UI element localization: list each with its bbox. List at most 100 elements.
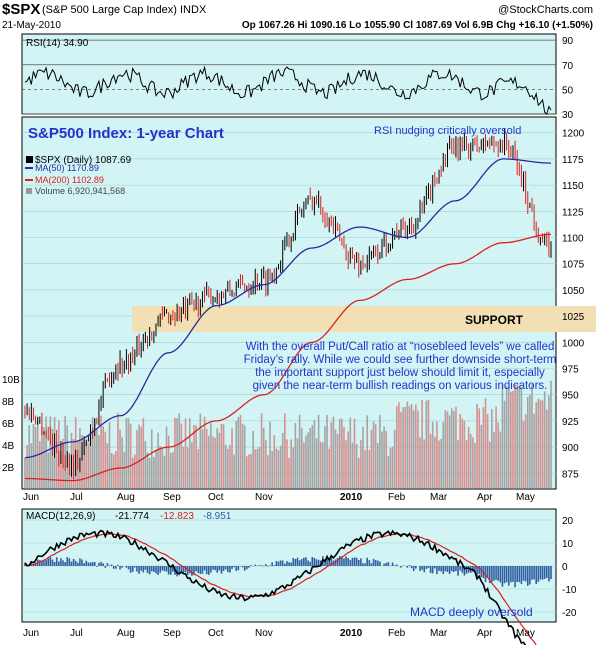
legend-volume: Volume 6,920,941,568 [35,186,125,196]
volume-bar [374,424,377,488]
macd-hist-bar [24,563,26,566]
macd-hist-bar [300,559,303,566]
watermark: @StockCharts.com [498,4,593,16]
macd-hist-bar [70,561,73,566]
volume-bar [47,452,50,488]
volume-bar [427,399,430,488]
macd-hist-bar [446,566,449,572]
volume-bar [252,430,254,488]
macd-hist-bar [267,566,269,567]
macd-hist-bar [85,560,88,566]
volume-bar [269,421,271,488]
macd-tick-label: 10 [562,539,574,550]
macd-hist-bar [512,566,514,582]
volume-bar [334,429,337,488]
rsi-annotation: RSI nudging critically oversold [374,125,521,137]
macd-hist-bar [138,566,140,574]
macd-hist-bar [195,566,197,572]
volume-bar [486,414,489,488]
volume-bar [446,411,449,488]
macd-hist-bar [214,566,216,571]
volume-bar [503,400,506,488]
volume-bar [178,413,181,488]
macd-hist-bar [239,566,242,567]
macd-hist-bar [64,562,66,566]
volume-bar [174,417,176,488]
volume-bar [410,404,413,488]
volume-bar [235,420,238,488]
volume-bar [30,443,33,488]
macd-hist-bar [229,566,231,573]
volume-bar [180,423,183,488]
macd-hist-bar [207,566,210,575]
volume-bar [376,443,379,488]
macd-hist-bar [292,558,295,566]
volume-bar [294,423,297,488]
rsi-tick-label: 70 [562,61,574,72]
macd-hist-bar [89,562,92,566]
volume-bar [246,456,248,488]
macd-hist-bar [533,566,535,580]
x-tick-label: Apr [477,628,493,639]
volume-bar [360,440,362,488]
macd-hist-bar [254,564,257,566]
macd-hist-bar [522,566,525,581]
macd-hist-bar [379,561,381,566]
volume-bar [423,439,426,488]
macd-hist-bar [442,566,445,575]
price-tick-label: 1175 [562,155,584,166]
volume-bar [461,418,464,488]
volume-bar [140,427,142,488]
macd-hist-bar [501,566,504,587]
macd-hist-bar [448,566,451,575]
volume-bar [499,431,502,488]
volume-bar [216,428,219,488]
volume-bar [328,448,330,488]
volume-bar [309,428,311,488]
macd-hist-bar [49,557,52,566]
volume-bar [389,447,392,488]
volume-bar [341,418,343,488]
macd-hist-bar [474,566,476,573]
macd-hist-bar [106,563,109,566]
volume-tick-label: 6B [2,419,15,430]
volume-bar [172,452,174,488]
volume-bar [163,455,166,488]
x-tick-label: May [516,628,535,639]
volume-bar [522,421,525,488]
macd-hist-bar [212,566,214,570]
volume-bar [467,427,470,488]
macd-hist-bar [423,566,426,573]
macd-hist-bar [153,566,155,572]
volume-bar [176,418,178,488]
volume-bar [476,403,478,488]
macd-hist-bar [161,566,164,571]
macd-hist-bar [491,566,493,582]
macd-hist-bar [524,566,527,582]
x-axis-price: Jun Jul Aug Sep Oct Nov 2010 Feb Mar Apr May [23,492,535,503]
macd-hist-bar [541,566,544,580]
volume-bar [474,442,476,488]
commentary-line-4: given the near-term bullish readings on … [253,380,548,392]
volume-bar [169,453,172,488]
volume-bar [129,423,132,488]
volume-bar [125,418,128,488]
macd-hist-bar [47,558,50,566]
macd-hist-bar [408,565,411,566]
macd-hist-bar [119,566,121,570]
macd-hist-bar [81,559,83,566]
macd-hist-bar [146,566,149,573]
macd-hist-bar [275,561,278,566]
x-tick-label: Jul [70,628,83,639]
macd-hist-bar [98,562,100,566]
macd-hist-bar [497,566,499,581]
macd-hist-bar [364,563,366,566]
x-tick-label: Jun [23,492,39,503]
macd-hist-bar [165,566,168,572]
macd-hist-bar [100,561,102,566]
macd-hist-bar [72,558,75,566]
volume-bar [254,449,257,488]
macd-hist-bar [307,560,309,566]
x-tick-label: Feb [388,628,406,639]
macd-hist-bar [265,564,267,566]
